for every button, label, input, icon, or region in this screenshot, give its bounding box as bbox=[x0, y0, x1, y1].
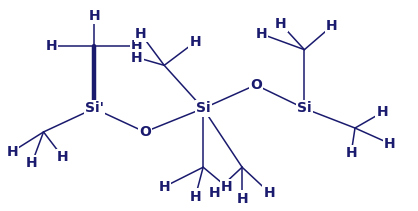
Text: H: H bbox=[326, 19, 337, 33]
Text: H: H bbox=[263, 186, 275, 200]
Text: H: H bbox=[189, 190, 201, 204]
Text: Si: Si bbox=[196, 101, 211, 115]
Text: H: H bbox=[236, 192, 248, 206]
Text: H: H bbox=[256, 27, 268, 41]
Text: H: H bbox=[377, 105, 388, 119]
Text: O: O bbox=[250, 78, 262, 92]
Text: H: H bbox=[131, 39, 143, 53]
Text: H: H bbox=[88, 9, 100, 23]
Text: H: H bbox=[221, 180, 232, 194]
Text: H: H bbox=[46, 39, 57, 53]
Text: H: H bbox=[275, 17, 287, 31]
Text: H: H bbox=[189, 35, 201, 49]
Text: H: H bbox=[135, 27, 147, 41]
Text: H: H bbox=[26, 156, 38, 170]
Text: H: H bbox=[131, 50, 143, 65]
Text: Si: Si bbox=[297, 101, 312, 115]
Text: Si': Si' bbox=[84, 101, 104, 115]
Text: H: H bbox=[345, 146, 357, 161]
Text: H: H bbox=[384, 137, 396, 151]
Text: H: H bbox=[209, 186, 221, 200]
Text: O: O bbox=[139, 125, 151, 139]
Text: H: H bbox=[158, 180, 170, 194]
Text: H: H bbox=[57, 150, 69, 164]
Text: H: H bbox=[7, 145, 18, 158]
